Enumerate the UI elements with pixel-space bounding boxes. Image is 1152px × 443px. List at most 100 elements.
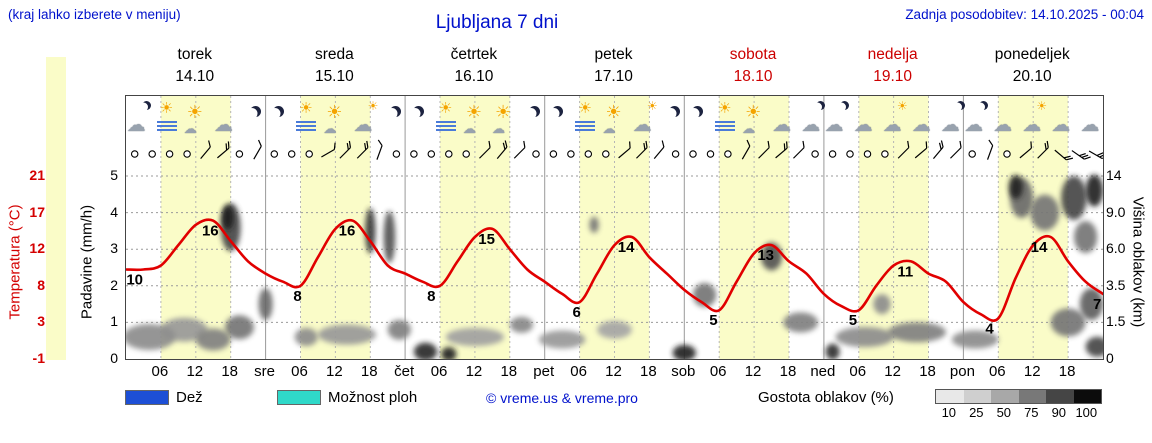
wind-barb-icon [636,140,648,159]
density-segment [991,390,1019,403]
temp-tick: 17 [29,203,45,220]
wind-calm-icon [863,150,872,158]
sun-cloud-icon: ☀ ☁ [462,102,483,136]
wind-barb-icon [1019,141,1032,159]
sun-cloud-icon: ☀ ☁ [323,102,343,136]
precip-tick: 2 [110,276,118,293]
moon-icon [683,101,711,139]
wind-barb-icon [932,140,944,159]
temp-value-label: 13 [757,247,774,264]
wind-barb-icon [513,140,526,159]
wind-calm-icon [549,150,558,158]
hour-label: 06 [570,363,587,380]
cloud-icon: ☁ [853,115,873,136]
day-abbrev-label: ned [810,363,836,380]
day-name: torek [177,46,213,63]
wind-barb-icon [741,139,751,160]
temp-value-label: 16 [202,223,219,240]
cloud-axis-ticks: 14 9.0 6.0 3.5 1.5 0 [1106,0,1148,443]
cloud-tick: 0 [1106,350,1114,366]
cloud-moon-icon: ☁ [125,101,153,139]
temp-tick: 21 [29,167,45,183]
temp-value-label: 10 [126,272,143,289]
day-date: 17.10 [594,68,633,85]
wind-barb-icon [1037,140,1049,159]
cloud-blob [783,312,818,333]
wind-barb-icon [950,140,962,159]
cloud-icon: ☁ [1080,115,1100,136]
temp-value-label: 15 [478,231,495,248]
fog-sun-icon: ☀ [712,101,740,139]
temp-value-label: 4 [985,320,994,337]
cloud-blob [1085,174,1103,207]
cloud-blob [258,288,273,321]
cloud-sun-icon: ☀ ☁ [882,99,908,136]
cloud-blob [1079,288,1103,321]
cloud-icon: ☁ [213,115,233,136]
cloud-moon-icon: ☁ [939,101,967,139]
wind-barb-icon [986,139,994,160]
hour-label: 18 [640,363,657,380]
wind-calm-icon [392,150,401,158]
wind-calm-icon [130,150,139,158]
wind-calm-icon [183,150,191,158]
cloud-density-scale [935,389,1102,404]
hour-label: 18 [500,363,518,380]
precip-axis-label: Padavine (mm/h) [78,204,96,320]
hour-label: 06 [988,363,1006,380]
temp-value-label: 11 [897,263,913,280]
cloud-blob [413,342,438,359]
wind-barb-icon [793,140,805,159]
precip-tick: 3 [110,240,118,257]
cloud-blob [441,347,457,359]
temp-value-label: 5 [709,312,717,329]
temp-tick: 3 [37,313,45,330]
temp-value-label: 6 [573,304,581,321]
density-tick: 50 [996,405,1012,420]
density-segment [1073,390,1101,403]
legend-showers-label: Možnost ploh [328,389,418,406]
page-title: Ljubljana 7 dni [435,12,559,33]
wind-barb-icon [1071,150,1091,160]
precip-tick: 0 [110,350,118,366]
hour-label: 12 [1023,363,1041,380]
day-name: sobota [729,46,777,63]
cloud-tick: 6.0 [1106,240,1126,257]
wind-calm-icon [287,150,296,158]
cloud-blob [538,330,586,349]
day-date: 14.10 [175,68,215,85]
density-tick: 25 [969,405,984,420]
cloud-density-ticks: 10 25 50 75 90 100 [0,405,1152,421]
wind-calm-icon [724,150,732,158]
hour-label: 12 [884,363,901,380]
wind-barb-icon [1054,149,1074,161]
meteogram-plot: 10 16 8 16 8 15 6 14 5 13 5 11 4 14 7 ☁ ☀ ☀ ☁ ☁ ☀ ☀ ☁ ☀ ☁ ☀ ☀ ☁ ☀ ☁ ☀… [125,95,1104,360]
density-tick: 75 [1024,405,1039,420]
cloud-tick: 1.5 [1106,313,1126,330]
cloud-blob [672,344,696,359]
cloud-density-label: Gostota oblakov (%) [758,389,894,406]
wind-barb-icon [618,141,631,159]
density-segment [936,390,964,403]
sun-cloud-icon: ☀ ☁ [742,102,762,136]
cloud-icon: ☁ [1051,115,1071,136]
left-accent-strip [46,57,66,360]
wind-calm-icon [445,150,453,158]
cloud-blob [365,207,376,254]
cloud-blob [445,328,504,346]
cloud-tick: 3.5 [1106,276,1126,293]
cloud-blob [126,324,176,350]
day-abbrev-label: čet [394,363,415,380]
moon-icon [381,101,409,139]
cloud-blob [951,330,999,349]
location-hint: (kraj lahko izberete v meniju) [8,7,181,22]
density-tick: 10 [941,405,957,420]
sun-cloud-icon: ☀ ☁ [602,102,622,136]
cloud-moon-icon: ☁ [962,101,990,139]
credit-link[interactable]: © vreme.us & vreme.pro [486,390,638,406]
wind-barb-icon [217,141,230,159]
wind-barb-icon [253,139,262,160]
temperature-curve [126,218,1103,322]
cloud-icon: ☁ [993,115,1013,136]
precip-tick: 1 [110,313,118,330]
